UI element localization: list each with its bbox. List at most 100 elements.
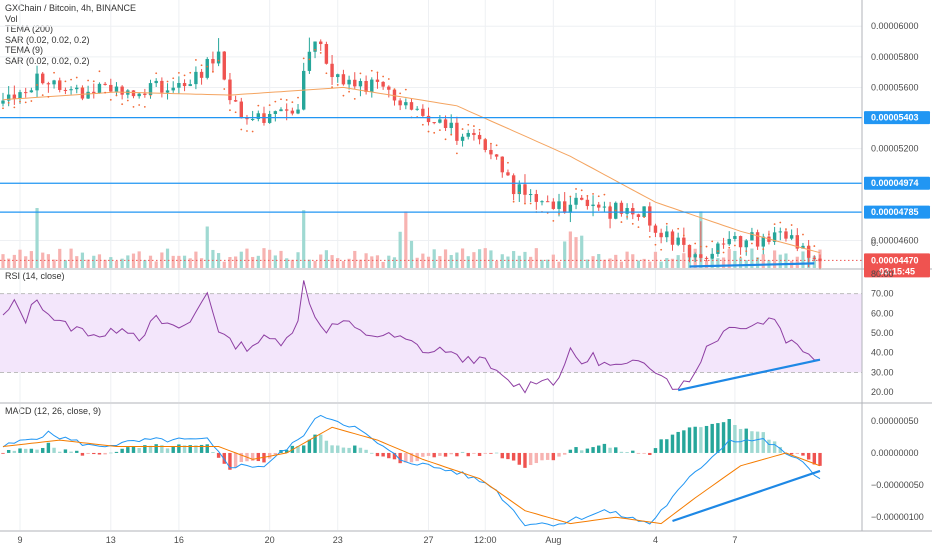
macd-histogram-bar (69, 451, 73, 453)
sar-dot (251, 130, 254, 133)
macd-histogram-bar (716, 423, 720, 453)
sar-dot (172, 77, 175, 80)
candle-body (35, 73, 39, 91)
volume-bar (665, 258, 669, 268)
macd-histogram-bar (336, 445, 340, 453)
macd-histogram-bar (387, 452, 391, 459)
volume-bar (46, 254, 50, 268)
candle-body (738, 236, 743, 248)
macd-histogram-bar (614, 447, 618, 453)
price-tick-label: 0.00006000 (871, 21, 919, 31)
volume-bar (188, 258, 192, 268)
indicator-legend-sar-2[interactable]: SAR (0.02, 0.02, 0.2) (5, 55, 90, 66)
volume-bar (404, 211, 408, 268)
candle-body (426, 115, 431, 123)
macd-histogram-bar (528, 452, 533, 466)
volume-bar (251, 256, 255, 268)
sar-dot (268, 104, 271, 107)
sar-dot (609, 205, 611, 208)
macd-histogram-bar (358, 447, 363, 453)
volume-bar (41, 252, 45, 268)
candle-body (744, 240, 748, 248)
candle-body (733, 236, 737, 239)
indicator-legend-tema9[interactable]: TEMA (9) (5, 45, 44, 55)
volume-bar (302, 210, 306, 268)
candle-body (795, 235, 800, 249)
sar-dot (455, 152, 458, 155)
candle-body (63, 89, 68, 91)
macd-histogram-bar (80, 452, 85, 456)
candle-body (676, 237, 680, 245)
candle-body (631, 207, 635, 215)
macd-histogram-bar (86, 452, 90, 454)
sar-dot (438, 129, 441, 132)
indicator-legend-vol[interactable]: Vol (5, 13, 18, 24)
sar-dot (132, 105, 135, 108)
candle-body (721, 243, 726, 245)
volume-bar (177, 255, 181, 268)
volume-bar (653, 251, 658, 268)
macd-histogram-bar (160, 445, 164, 453)
macd-histogram-bar (114, 451, 119, 453)
candle-body (727, 238, 731, 245)
candle-body (273, 111, 278, 115)
macd-histogram-bar (63, 449, 68, 453)
rsi-legend[interactable]: RSI (14, close) (5, 271, 65, 281)
sar-dot (246, 130, 248, 132)
volume-bar (546, 259, 550, 268)
candle-body (375, 79, 380, 82)
volume-bar (387, 255, 391, 268)
sar-dot (177, 72, 180, 74)
volume-bar (795, 256, 799, 268)
volume-bar (773, 250, 777, 268)
indicator-legend-tema200[interactable]: TEMA (200) (5, 24, 54, 34)
sar-dot (733, 244, 736, 247)
macd-histogram-bar (506, 452, 510, 460)
symbol-title[interactable]: GXChain / Bitcoin, 4h, BINANCE (5, 3, 137, 13)
volume-bar (540, 259, 544, 268)
sar-dot (149, 94, 152, 97)
indicator-legend-sar-1[interactable]: SAR (0.02, 0.02, 0.2) (5, 34, 90, 45)
candle-body (466, 132, 470, 137)
sar-dot (302, 57, 305, 60)
sar-dot (229, 109, 231, 112)
sar-dot (291, 101, 294, 104)
sar-dot (297, 96, 299, 99)
candle-body (131, 90, 136, 97)
sar-dot (558, 212, 560, 215)
signal-line (2, 426, 821, 525)
volume-bar (165, 248, 170, 268)
macd-histogram-bar (75, 450, 79, 453)
sar-dot (421, 123, 424, 126)
macd-legend[interactable]: MACD (12, 26, close, 9) (5, 406, 102, 416)
volume-bar (636, 260, 641, 268)
candle-body (591, 204, 595, 207)
rsi-tick-label: 60.00 (871, 308, 894, 318)
macd-histogram-bar (284, 449, 289, 453)
candle-body (92, 91, 96, 94)
candle-body (710, 253, 714, 259)
sar-dot (319, 52, 322, 54)
macd-histogram-bar (432, 452, 436, 458)
volume-bar (75, 256, 79, 268)
volume-bar (137, 251, 141, 268)
sar-dot (200, 64, 203, 67)
sar-dot (444, 138, 447, 141)
candle-body (438, 119, 442, 123)
volume-bar (324, 250, 328, 268)
volume-bar (557, 261, 561, 268)
candle-body (165, 90, 170, 93)
candle-body (86, 91, 90, 99)
sar-dot (762, 248, 765, 251)
macd-histogram-bar (767, 439, 771, 453)
candle-body (6, 94, 11, 101)
macd-histogram-bar (523, 452, 527, 468)
volume-bar (375, 255, 380, 268)
macd-histogram-bar (772, 441, 777, 453)
sar-dot (376, 71, 379, 74)
volume-bar (211, 249, 215, 268)
macd-histogram-bar (171, 446, 175, 453)
volume-bar (784, 253, 788, 268)
macd-histogram-bar (665, 439, 669, 453)
